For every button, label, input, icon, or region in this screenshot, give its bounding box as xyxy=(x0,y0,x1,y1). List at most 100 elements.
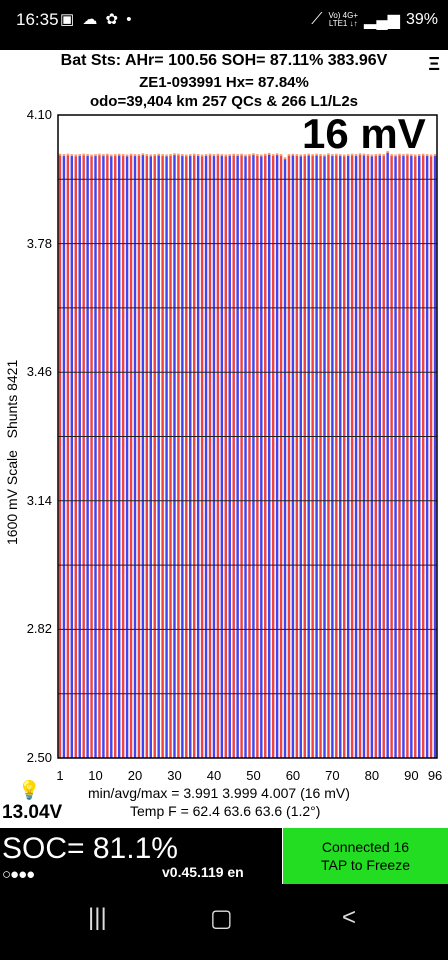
cell-bar-39 xyxy=(208,155,212,758)
cell-bar-92 xyxy=(418,155,421,759)
cell-bar-90 xyxy=(410,155,413,759)
cell-cap-40 xyxy=(212,154,216,157)
cell-cap-23 xyxy=(145,154,149,157)
cell-bar-50 xyxy=(252,154,255,759)
cell-cap-56 xyxy=(275,153,279,156)
cell-cap-15 xyxy=(114,154,117,157)
cell-bar-83 xyxy=(382,155,385,759)
recent-apps-button[interactable]: ||| xyxy=(88,904,107,931)
cell-bar-84 xyxy=(386,152,389,758)
back-button[interactable]: < xyxy=(342,904,357,931)
cell-bar-52 xyxy=(260,155,263,759)
cell-bar-66 xyxy=(315,155,318,758)
cell-cap-57 xyxy=(279,154,283,157)
cell-cap-59 xyxy=(287,154,291,157)
cell-cap-62 xyxy=(299,154,303,157)
x-tick-label: 60 xyxy=(285,768,301,783)
cell-cap-45 xyxy=(232,153,235,156)
cell-cap-87 xyxy=(398,153,401,156)
cell-bar-35 xyxy=(192,155,196,758)
cell-cap-2 xyxy=(62,154,66,157)
cell-bar-81 xyxy=(374,155,378,759)
cell-bar-6 xyxy=(78,155,81,759)
progress-dots: ○●●● xyxy=(2,866,35,883)
x-tick-label: 40 xyxy=(206,768,222,783)
cell-bar-74 xyxy=(346,155,350,759)
cell-cap-20 xyxy=(133,154,137,157)
cell-cap-76 xyxy=(354,154,358,157)
y-tick-label: 4.10 xyxy=(26,107,52,122)
cell-cap-66 xyxy=(315,153,318,156)
x-tick-label: 10 xyxy=(88,768,103,783)
cell-cap-36 xyxy=(196,154,200,157)
cell-cap-43 xyxy=(224,154,228,157)
cell-bar-75 xyxy=(350,155,354,758)
menu-icon[interactable]: Ξ xyxy=(428,54,440,74)
cell-bar-25 xyxy=(153,155,156,759)
cell-bar-32 xyxy=(181,155,184,759)
cell-cap-53 xyxy=(264,153,267,156)
cell-bar-64 xyxy=(307,155,310,758)
cell-cap-70 xyxy=(331,154,334,157)
cell-cap-50 xyxy=(252,153,255,156)
cell-cap-55 xyxy=(271,154,275,157)
cell-cap-13 xyxy=(106,153,109,156)
cell-bar-85 xyxy=(390,155,393,759)
cell-bar-23 xyxy=(145,155,149,759)
cell-bar-55 xyxy=(271,155,275,759)
cell-cap-49 xyxy=(248,154,251,157)
cell-bar-3 xyxy=(66,155,70,758)
home-button[interactable]: ▢ xyxy=(210,905,233,932)
cell-bar-14 xyxy=(110,155,113,759)
soc-panel: SOC= 81.1% ○●●● v0.45.119 en xyxy=(0,828,282,884)
cell-cap-64 xyxy=(307,153,310,156)
cell-cap-82 xyxy=(378,153,381,156)
cell-bar-1 xyxy=(58,155,62,758)
cell-bar-94 xyxy=(425,155,429,759)
cell-bar-26 xyxy=(157,155,160,758)
cell-bar-57 xyxy=(279,155,283,759)
cell-cap-38 xyxy=(204,154,208,157)
cell-bar-19 xyxy=(129,155,133,758)
y-tick-label: 3.14 xyxy=(26,492,52,508)
status-bar: 16:35 ▣ ☁ ✿ • ⟋ Vo) 4G+ LTE1 ↓↑ ▂▄▆ 39% xyxy=(0,0,448,50)
cell-cap-68 xyxy=(323,154,326,157)
cell-bar-53 xyxy=(264,155,267,758)
cell-cap-30 xyxy=(173,153,176,156)
cell-cap-12 xyxy=(102,154,105,157)
cell-bar-69 xyxy=(327,154,330,759)
connect-freeze-button[interactable]: Connected 16 TAP to Freeze xyxy=(283,828,448,884)
cell-cap-95 xyxy=(429,154,433,157)
y-tick-label: 2.50 xyxy=(26,750,52,765)
app-version: v0.45.119 en xyxy=(162,864,244,880)
cell-bar-59 xyxy=(287,155,291,759)
cell-bar-77 xyxy=(358,154,362,759)
y-axis-label: 1600 mV Scale Shunts 8421 xyxy=(4,359,20,545)
battery-percent: 39% xyxy=(405,11,438,28)
cell-bar-54 xyxy=(267,154,271,758)
cell-cap-67 xyxy=(319,154,322,157)
cell-bar-11 xyxy=(98,155,101,758)
cell-cap-80 xyxy=(370,154,374,157)
cell-cap-22 xyxy=(141,153,145,156)
x-tick-label: 96 xyxy=(427,768,443,783)
cell-bar-2 xyxy=(62,155,66,759)
plot-frame xyxy=(57,114,438,759)
cell-bar-91 xyxy=(414,155,417,759)
cell-cap-58 xyxy=(283,157,287,160)
cell-bar-88 xyxy=(402,155,405,759)
cell-cap-63 xyxy=(303,154,306,157)
cell-bar-80 xyxy=(370,155,374,759)
cell-bar-36 xyxy=(196,155,200,759)
cell-bar-38 xyxy=(204,155,208,759)
bulb-icon[interactable]: 💡 xyxy=(18,780,41,800)
cell-bar-73 xyxy=(343,155,346,759)
cell-bar-12 xyxy=(102,155,105,759)
cell-bar-86 xyxy=(394,155,397,759)
cell-bar-10 xyxy=(94,155,97,759)
cell-cap-28 xyxy=(165,154,168,157)
cell-voltage-chart[interactable] xyxy=(0,0,448,830)
y-tick-label: 3.46 xyxy=(26,364,52,380)
cell-bar-49 xyxy=(248,155,251,759)
cell-bar-65 xyxy=(311,155,314,759)
